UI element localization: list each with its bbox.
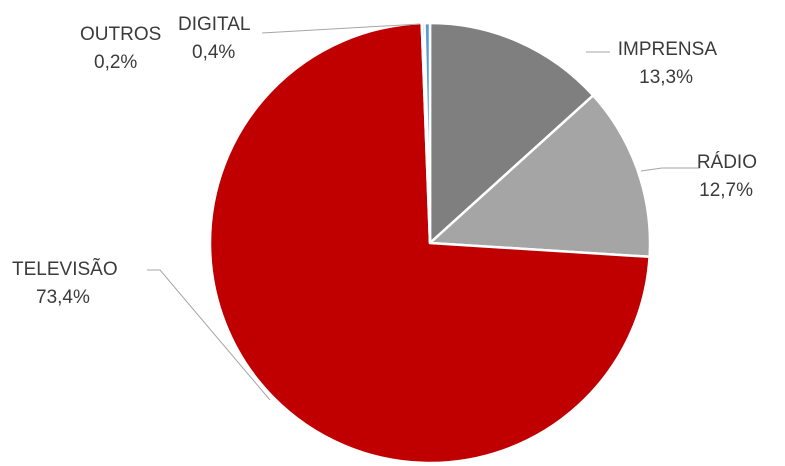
- slice-value-digital: 0,4%: [192, 42, 235, 63]
- slice-label-digital: DIGITAL: [178, 14, 251, 35]
- slice-label-outros: OUTROS: [80, 24, 161, 45]
- leader-line-rádio: [640, 167, 700, 172]
- data-labels: IMPRENSA 13,3% RÁDIO 12,7% TELEVISÃO 73,4% OUT…: [12, 14, 757, 308]
- slice-value-rádio: 12,7%: [699, 180, 753, 201]
- leader-lines: [147, 23, 700, 401]
- slice-label-televisão: TELEVISÃO: [12, 258, 118, 280]
- leader-line-televisão: [147, 269, 271, 401]
- slice-value-televisão: 73,4%: [36, 287, 90, 308]
- slice-label-imprensa: IMPRENSA: [618, 39, 718, 60]
- slice-label-rádio: RÁDIO: [697, 152, 757, 173]
- leader-line-digital: [261, 23, 421, 34]
- pie-slice-rádio: [428, 94, 652, 259]
- slice-value-imprensa: 13,3%: [639, 67, 693, 88]
- pie-slices: [208, 21, 652, 465]
- pie-slice-imprensa: [428, 21, 595, 245]
- slice-value-outros: 0,2%: [94, 52, 137, 73]
- pie-slice-digital: [423, 21, 432, 245]
